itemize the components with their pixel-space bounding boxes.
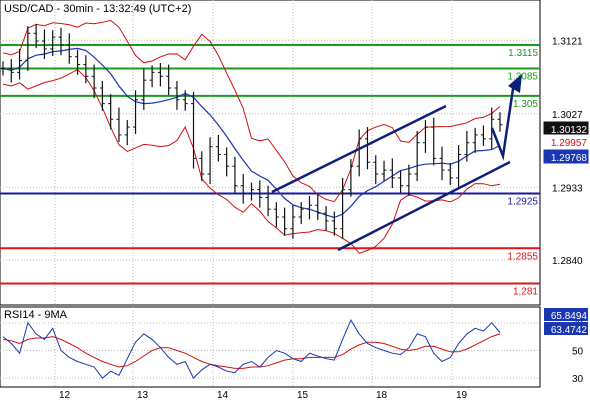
level-label: 1.3085 — [507, 71, 538, 82]
x-tick-label: 13 — [137, 390, 149, 400]
x-tick-label: 12 — [59, 390, 71, 400]
rsi-tag-label: 63.4742 — [551, 325, 588, 336]
x-tick-label: 14 — [217, 390, 229, 400]
level-label: 1.2855 — [507, 251, 538, 262]
rsi-lines — [2, 319, 501, 379]
grid-lines — [0, 0, 540, 387]
x-tick-label: 19 — [456, 390, 468, 400]
y-tick-label: 1.2933 — [552, 183, 583, 194]
level-label: 1.281 — [513, 286, 538, 297]
level-label: 1.305 — [513, 99, 538, 110]
y-tick-label: 1.2840 — [552, 256, 583, 267]
x-tick-label: 18 — [376, 390, 388, 400]
price-tags: 1.30132 1.29957 1.29768 65.8494 63.4742 — [543, 121, 589, 336]
rsi-tag-label: 65.8494 — [551, 311, 588, 322]
price-tag-label: 1.30132 — [551, 125, 588, 136]
rsi-title: RSI14 - 9MA — [4, 309, 68, 321]
rsi-line — [2, 319, 501, 379]
projection-arrow-line — [490, 81, 516, 161]
level-label: 1.3115 — [508, 48, 538, 59]
price-tag-label: 1.29957 — [551, 138, 588, 149]
rsi-tag-box — [544, 322, 588, 335]
rsi-ma-line — [2, 333, 501, 369]
x-tick-label: 15 — [297, 390, 309, 400]
y-tick-label: 1.3121 — [552, 36, 583, 47]
trend-channel — [271, 74, 522, 252]
projection-arrow-head — [508, 74, 522, 93]
price-tag-label: 1.29768 — [551, 153, 588, 164]
price-tag-box — [543, 149, 589, 164]
price-bars — [0, 23, 503, 239]
main-panel-frame — [0, 0, 541, 306]
channel-upper-line — [271, 104, 447, 194]
rsi-tag-box — [544, 308, 588, 321]
channel-lower-line — [337, 160, 511, 252]
level-label: 1.2925 — [507, 197, 538, 208]
y-tick-label: 1.3027 — [552, 110, 583, 121]
rsi-tick-label: 30 — [572, 374, 584, 385]
rsi-tick-label: 50 — [572, 346, 584, 357]
rsi-panel-frame — [0, 306, 541, 388]
chart-title: USD/CAD - 30min - 13:32:49 (UTC+2) — [4, 3, 191, 15]
price-tag-box — [543, 134, 589, 149]
